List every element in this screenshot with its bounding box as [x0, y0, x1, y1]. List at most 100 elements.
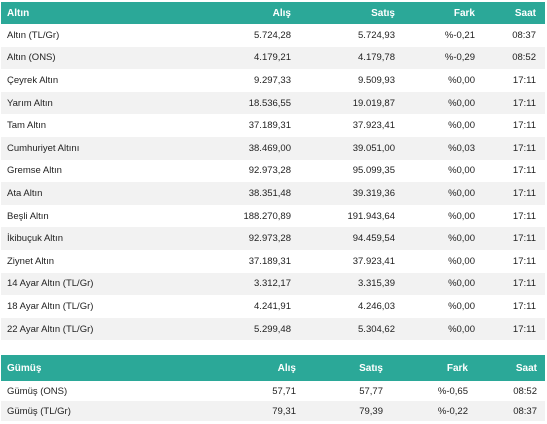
table-row[interactable]: Tam Altın 37.189,31 37.923,41 %0,00 17:11	[1, 114, 545, 137]
cell-sell: 5.724,93	[358, 29, 395, 41]
table-row[interactable]: Yarım Altın 18.536,55 19.019,87 %0,00 17:11	[1, 91, 545, 115]
table-row[interactable]: Altın (TL/Gr) 5.724,28 5.724,93 %-0,21 08:37	[1, 24, 545, 47]
cell-buy: 92.973,28	[248, 165, 291, 177]
silver-table-header: Gümüş Alış Satış Fark Saat	[1, 355, 545, 381]
cell-name[interactable]: Altın (TL/Gr)	[7, 29, 60, 41]
cell-diff: %-0,65	[437, 385, 468, 397]
cell-name[interactable]: Gremse Altın	[7, 165, 62, 177]
cell-name[interactable]: İkibuçuk Altın	[7, 233, 63, 245]
cell-name[interactable]: Gümüş (TL/Gr)	[7, 405, 71, 417]
cell-diff: %0,00	[448, 300, 475, 312]
table-row[interactable]: Gümüş (TL/Gr) 79,31 79,39 %-0,22 08:37	[1, 401, 545, 421]
cell-diff: %0,00	[448, 233, 475, 245]
cell-buy: 4.179,21	[254, 52, 291, 64]
cell-sell: 39.051,00	[352, 142, 395, 154]
cell-buy: 9.297,33	[254, 74, 291, 86]
cell-sell: 37.923,41	[352, 255, 395, 267]
cell-diff: %-0,29	[444, 52, 475, 64]
cell-diff: %0,00	[448, 323, 475, 335]
cell-sell: 4.246,03	[358, 300, 395, 312]
cell-diff: %0,00	[448, 97, 475, 109]
silver-header-sell: Satış	[359, 362, 383, 374]
gold-prices-table: Altın Alış Satış Fark Saat Altın (TL/Gr)…	[1, 2, 545, 341]
cell-buy: 92.973,28	[248, 233, 291, 245]
table-row[interactable]: Ziynet Altın 37.189,31 37.923,41 %0,00 17:11	[1, 250, 545, 273]
cell-sell: 3.315,39	[358, 278, 395, 290]
cell-name[interactable]: 18 Ayar Altın (TL/Gr)	[7, 300, 94, 312]
cell-name[interactable]: 22 Ayar Altın (TL/Gr)	[7, 323, 94, 335]
silver-header-buy: Alış	[277, 362, 296, 374]
cell-sell: 5.304,62	[358, 323, 395, 335]
cell-name[interactable]: Ata Altın	[7, 187, 43, 199]
cell-time: 17:11	[512, 210, 536, 222]
cell-time: 08:37	[513, 405, 537, 417]
table-row[interactable]: Ata Altın 38.351,48 39.319,36 %0,00 17:11	[1, 182, 545, 205]
cell-time: 17:11	[512, 120, 536, 132]
table-row[interactable]: 18 Ayar Altın (TL/Gr) 4.241,91 4.246,03 %0,…	[1, 295, 545, 318]
gold-header-buy: Alış	[272, 7, 291, 19]
cell-buy: 3.312,17	[254, 278, 291, 290]
cell-time: 17:11	[512, 142, 536, 154]
cell-name[interactable]: 14 Ayar Altın (TL/Gr)	[7, 278, 94, 290]
cell-buy: 5.299,48	[254, 323, 291, 335]
cell-name[interactable]: Yarım Altın	[7, 97, 53, 109]
cell-time: 17:11	[512, 233, 536, 245]
gold-header-sell: Satış	[371, 7, 395, 19]
cell-diff: %-0,21	[444, 29, 475, 41]
cell-buy: 38.469,00	[248, 142, 291, 154]
cell-name[interactable]: Çeyrek Altın	[7, 74, 59, 86]
gold-header-name: Altın	[7, 7, 30, 19]
cell-buy: 4.241,91	[254, 300, 291, 312]
table-row[interactable]: Cumhuriyet Altını 38.469,00 39.051,00 %0,03…	[1, 136, 545, 160]
cell-time: 17:11	[512, 97, 536, 109]
table-row[interactable]: Gümüş (ONS) 57,71 57,77 %-0,65 08:52	[1, 381, 545, 401]
cell-buy: 188.270,89	[243, 210, 291, 222]
cell-buy: 38.351,48	[248, 187, 291, 199]
table-row[interactable]: 22 Ayar Altın (TL/Gr) 5.299,48 5.304,62 %0,…	[1, 317, 545, 341]
silver-prices-table: Gümüş Alış Satış Fark Saat Gümüş (ONS) 57…	[1, 355, 545, 421]
cell-diff: %0,03	[448, 142, 475, 154]
cell-buy: 37.189,31	[248, 255, 291, 267]
table-row[interactable]: İkibuçuk Altın 92.973,28 94.459,54 %0,00 17:…	[1, 227, 545, 250]
cell-name[interactable]: Tam Altın	[7, 120, 47, 132]
cell-sell: 94.459,54	[352, 233, 395, 245]
table-row[interactable]: Çeyrek Altın 9.297,33 9.509,93 %0,00 17:11	[1, 69, 545, 92]
cell-sell: 79,39	[359, 405, 383, 417]
cell-time: 17:11	[512, 255, 536, 267]
cell-name[interactable]: Ziynet Altın	[7, 255, 54, 267]
cell-sell: 95.099,35	[352, 165, 395, 177]
silver-header-name: Gümüş	[7, 362, 42, 374]
cell-time: 08:37	[512, 29, 536, 41]
table-row[interactable]: 14 Ayar Altın (TL/Gr) 3.312,17 3.315,39 %0,…	[1, 272, 545, 296]
table-row[interactable]: Altın (ONS) 4.179,21 4.179,78 %-0,29 08:52	[1, 46, 545, 70]
cell-sell: 19.019,87	[352, 97, 395, 109]
cell-buy: 37.189,31	[248, 120, 291, 132]
gold-table-body: Altın (TL/Gr) 5.724,28 5.724,93 %-0,21 08:37…	[1, 24, 545, 341]
cell-diff: %-0,22	[437, 405, 468, 417]
cell-buy: 57,71	[272, 385, 296, 397]
cell-diff: %0,00	[448, 255, 475, 267]
gold-header-diff: Fark	[453, 7, 475, 19]
table-row[interactable]: Gremse Altın 92.973,28 95.099,35 %0,00 17:11	[1, 160, 545, 183]
silver-header-time: Saat	[515, 362, 537, 374]
cell-buy: 18.536,55	[248, 97, 291, 109]
cell-time: 17:11	[512, 74, 536, 86]
cell-time: 17:11	[512, 323, 536, 335]
cell-buy: 79,31	[272, 405, 296, 417]
cell-sell: 57,77	[359, 385, 383, 397]
cell-sell: 37.923,41	[352, 120, 395, 132]
cell-time: 17:11	[512, 187, 536, 199]
cell-diff: %0,00	[448, 278, 475, 290]
cell-diff: %0,00	[448, 120, 475, 132]
cell-name[interactable]: Gümüş (ONS)	[7, 385, 68, 397]
cell-buy: 5.724,28	[254, 29, 291, 41]
cell-time: 08:52	[512, 52, 536, 64]
cell-name[interactable]: Cumhuriyet Altını	[7, 142, 80, 154]
cell-name[interactable]: Beşli Altın	[7, 210, 49, 222]
cell-sell: 4.179,78	[358, 52, 395, 64]
cell-name[interactable]: Altın (ONS)	[7, 52, 56, 64]
table-row[interactable]: Beşli Altın 188.270,89 191.943,64 %0,00 17:1…	[1, 205, 545, 228]
cell-time: 17:11	[512, 165, 536, 177]
cell-time: 17:11	[512, 300, 536, 312]
